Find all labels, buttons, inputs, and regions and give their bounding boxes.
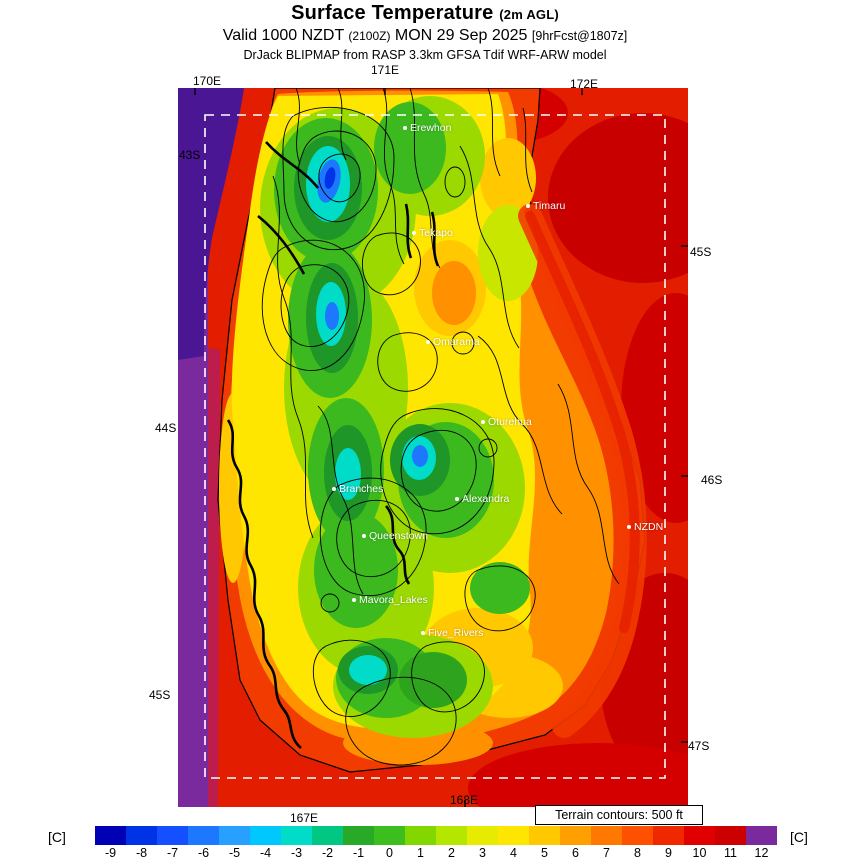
colorbar-unit-left: [C] bbox=[48, 829, 66, 845]
colorbar-segment: 10 bbox=[684, 826, 715, 860]
land-temperature-fill bbox=[219, 90, 614, 765]
colorbar-segment: -4 bbox=[250, 826, 281, 860]
colorbar-segment: 11 bbox=[715, 826, 746, 860]
grid-label: 46S bbox=[701, 473, 723, 487]
colorbar-segment: 6 bbox=[560, 826, 591, 860]
colorbar-segment: -9 bbox=[95, 826, 126, 860]
terrain-note-text: Terrain contours: 500 ft bbox=[555, 808, 683, 822]
colorbar-segment: -3 bbox=[281, 826, 312, 860]
colorbar-unit-right: [C] bbox=[790, 829, 808, 845]
colorbar-tick-label: 4 bbox=[510, 846, 517, 860]
colorbar-tick-label: 8 bbox=[634, 846, 641, 860]
terrain-contours-note: Terrain contours: 500 ft bbox=[535, 805, 703, 825]
map-area bbox=[178, 88, 688, 807]
colorbar-tick-label: 6 bbox=[572, 846, 579, 860]
page-title: Surface Temperature (2m AGL) bbox=[0, 2, 850, 25]
valid-date: MON 29 Sep 2025 bbox=[394, 27, 528, 44]
valid-prefix: Valid 1000 NZDT bbox=[222, 27, 344, 44]
colorbar-tick-label: 1 bbox=[417, 846, 424, 860]
grid-label: 47S bbox=[688, 739, 710, 753]
colorbar-segment: 0 bbox=[374, 826, 405, 860]
colorbar-segment: 7 bbox=[591, 826, 622, 860]
colorbar-segment: 9 bbox=[653, 826, 684, 860]
colorbar-tick-label: -4 bbox=[259, 846, 272, 860]
axis-ticks bbox=[194, 88, 688, 807]
colorbar-segment: -5 bbox=[219, 826, 250, 860]
lakes-and-fjords bbox=[226, 141, 440, 749]
colorbar-segment: 4 bbox=[498, 826, 529, 860]
colorbar-segment: -1 bbox=[343, 826, 374, 860]
colorbar-tick-label: -5 bbox=[228, 846, 241, 860]
colorbar-segment: -8 bbox=[126, 826, 157, 860]
grid-label: 44S bbox=[155, 421, 177, 435]
colorbar-segment: 1 bbox=[405, 826, 436, 860]
colorbar-tick-label: 11 bbox=[724, 846, 737, 860]
title-text: Surface Temperature bbox=[291, 2, 494, 24]
colorbar-tick-label: -1 bbox=[352, 846, 365, 860]
grid-label: 170E bbox=[193, 74, 222, 88]
colorbar-tick-label: 9 bbox=[665, 846, 672, 860]
colorbar-tick-label: -2 bbox=[321, 846, 334, 860]
colorbar-tick-label: 5 bbox=[541, 846, 548, 860]
colorbar-segment: 5 bbox=[529, 826, 560, 860]
colorbar-segment: -6 bbox=[188, 826, 219, 860]
temperature-map bbox=[178, 88, 688, 807]
colorbar-tick-label: -6 bbox=[197, 846, 210, 860]
domain-boundary bbox=[204, 114, 666, 779]
colorbar-tick-label: -3 bbox=[290, 846, 303, 860]
colorbar-tick-label: 3 bbox=[479, 846, 486, 860]
colorbar-segment: -7 bbox=[157, 826, 188, 860]
colorbar-segment: 3 bbox=[467, 826, 498, 860]
colorbar-tick-label: 12 bbox=[754, 846, 769, 860]
grid-label: 167E bbox=[290, 811, 319, 825]
colorbar-tick-label: 7 bbox=[603, 846, 610, 860]
valid-zulu: (2100Z) bbox=[348, 29, 391, 43]
grid-label: 171E bbox=[371, 63, 400, 77]
colorbar-tick-label: -9 bbox=[104, 846, 117, 860]
colorbar-tick-label: 0 bbox=[386, 846, 393, 860]
colorbar-segment: 8 bbox=[622, 826, 653, 860]
title-suffix: (2m AGL) bbox=[499, 7, 559, 22]
colorbar-tick-label: -8 bbox=[135, 846, 148, 860]
colorbar-segment: 12 bbox=[746, 826, 777, 860]
colorbar-segment: 2 bbox=[436, 826, 467, 860]
colorbar-tick-label: 10 bbox=[692, 846, 707, 860]
ocean-west-transition bbox=[208, 348, 220, 807]
model-line: DrJack BLIPMAP from RASP 3.3km GFSA Tdif… bbox=[243, 48, 607, 62]
colorbar: -9 -8 -7 -6 -5 -4 -3 -2 -1 0 1 2 3 4 5 6 7 8 9 10 11 12 bbox=[95, 826, 777, 860]
colorbar-tick-label: 2 bbox=[448, 846, 455, 860]
east-coast-warm-core bbox=[525, 211, 640, 633]
valid-fcst: [9hrFcst@1807z] bbox=[531, 29, 628, 43]
valid-line: Valid 1000 NZDT (2100Z) MON 29 Sep 2025 … bbox=[0, 27, 850, 45]
colorbar-segment: -2 bbox=[312, 826, 343, 860]
ocean-west-deep bbox=[178, 88, 244, 360]
grid-label: 45S bbox=[149, 688, 171, 702]
grid-label: 45S bbox=[690, 245, 712, 259]
header: Surface Temperature (2m AGL) Valid 1000 … bbox=[0, 2, 850, 62]
colorbar-tick-label: -7 bbox=[166, 846, 179, 860]
